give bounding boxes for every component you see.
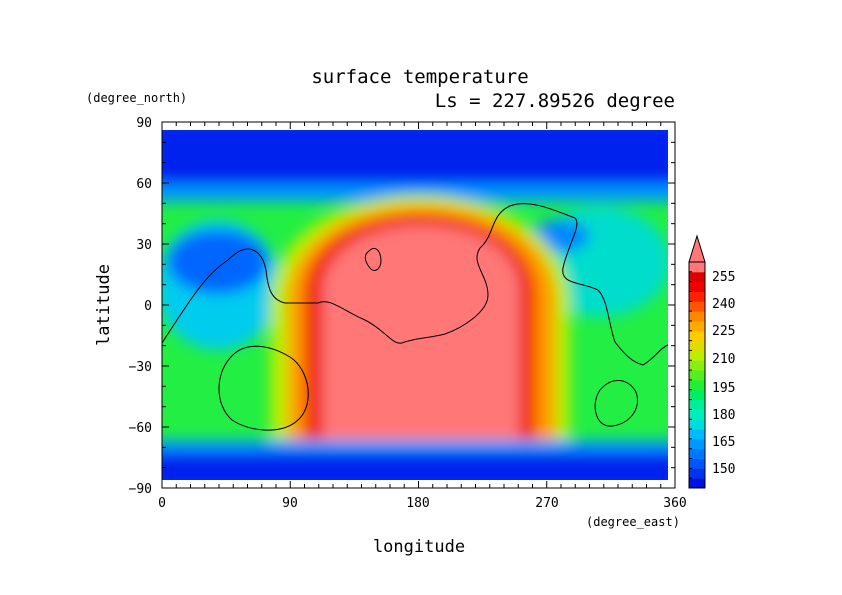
chart-title: surface temperature (311, 66, 528, 88)
colorbar-label: 240 (712, 297, 735, 312)
contour-line (364, 248, 382, 271)
chart-subtitle: Ls = 227.89526 degree (435, 90, 675, 112)
x-tick-label: 270 (535, 496, 558, 511)
colorbar-swatch (689, 330, 705, 342)
colorbar-swatch (689, 262, 705, 273)
colorbar-swatch (689, 320, 705, 332)
y-units-label: (degree_north) (86, 91, 187, 105)
y-tick-label: −60 (129, 421, 152, 436)
y-tick-label: 0 (144, 299, 152, 314)
contour-line (218, 345, 309, 431)
colorbar-swatch (689, 429, 705, 440)
colorbar-swatch (689, 468, 705, 479)
north-cold-cap (162, 130, 668, 184)
warm-zone-max (322, 225, 520, 446)
x-tick-labels: 0 90 180 270 360 (158, 496, 687, 511)
temperature-field (162, 130, 668, 480)
y-tick-label: −30 (129, 360, 152, 375)
contour-line (594, 380, 638, 427)
x-tick-label: 90 (282, 496, 298, 511)
colorbar-labels: 150 165 180 195 210 225 240 255 (712, 270, 735, 477)
colorbar-swatch (689, 389, 705, 401)
colorbar-label: 165 (712, 435, 735, 450)
y-tick-label: 60 (136, 177, 152, 192)
colorbar-label: 150 (712, 462, 735, 477)
colorbar (688, 234, 706, 489)
colorbar-swatch (689, 399, 705, 410)
colorbar-swatch (689, 370, 705, 381)
x-tick-label: 0 (158, 496, 166, 511)
colorbar-swatch (689, 438, 705, 450)
contour-line (161, 203, 669, 366)
colorbar-extend-arrow (688, 234, 706, 263)
colorbar-label: 225 (712, 324, 735, 339)
colorbar-label: 180 (712, 408, 735, 423)
colorbar-swatch (689, 311, 705, 322)
colorbar-swatch (689, 478, 705, 489)
x-units-label: (degree_east) (586, 515, 680, 529)
axis-ticks (161, 121, 676, 489)
colorbar-swatch (689, 458, 705, 469)
colorbar-label: 210 (712, 352, 735, 367)
topography-contours (161, 203, 669, 431)
colorbar-swatch (689, 409, 705, 420)
colorbar-swatch (689, 281, 705, 292)
y-axis-label: latitude (94, 264, 114, 346)
west-cold-region (168, 230, 268, 294)
y-tick-label: 90 (136, 116, 152, 131)
colorbar-frame (688, 261, 706, 489)
y-tick-labels: 90 60 30 0 −30 −60 −90 (129, 116, 152, 497)
colorbar-swatch (689, 360, 705, 371)
x-axis-label: longitude (373, 537, 465, 557)
colorbar-swatch (689, 301, 705, 312)
x-tick-label: 360 (663, 496, 686, 511)
colorbar-swatch (689, 291, 705, 302)
colorbar-swatch (689, 340, 705, 351)
y-tick-label: 30 (136, 238, 152, 253)
colorbar-swatch (689, 448, 705, 460)
colorbar-label: 255 (712, 270, 735, 285)
south-cold-cap (162, 452, 668, 480)
colorbar-label: 195 (712, 381, 735, 396)
colorbar-swatch (689, 271, 705, 283)
colorbar-swatch (689, 350, 705, 361)
y-tick-label: −90 (129, 482, 152, 497)
colorbar-swatch (689, 419, 705, 430)
x-tick-label: 180 (406, 496, 429, 511)
colorbar-swatch (689, 379, 705, 391)
